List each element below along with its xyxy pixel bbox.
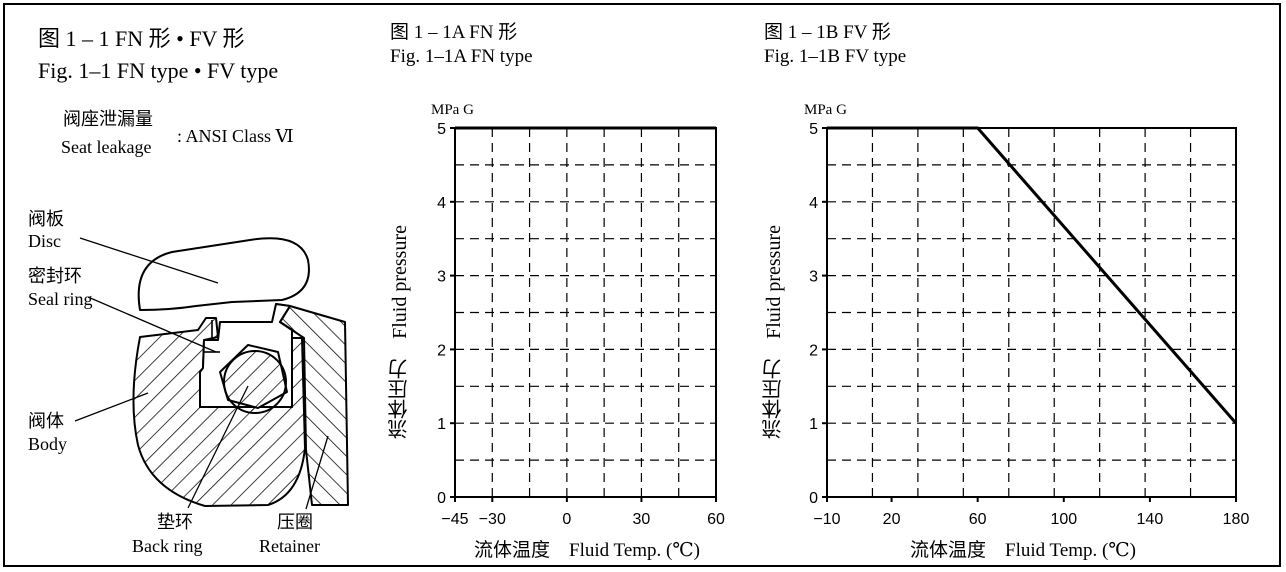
back-ring-leader-line [187,385,249,509]
disc-leader-line [79,237,219,284]
chart-a-unit: MPa G [431,102,474,118]
figure-frame [3,3,1281,567]
chart-a-xlabel-en: Fluid Temp. (℃) [569,540,700,561]
chart-a-ytick-label: 0 [437,490,446,507]
disc-label-cn: 阀板 [28,209,64,229]
seal-ring-label-cn: 密封环 [28,266,82,286]
disc-label-en: Disc [28,231,61,251]
figure-title-en: Fig. 1–1 FN type • FV type [38,58,279,83]
seat-leakage-value: : ANSI Class Ⅵ [177,126,294,146]
back-ring-section [223,350,287,414]
retainer-leader-line [305,435,329,510]
chart-a-xlabel-cn: 流体温度 [474,540,551,561]
retainer-label-en: Retainer [259,536,320,556]
chart-a-xtick-label: −45 [441,511,468,528]
chart-a-title-en: Fig. 1–1A FN type [390,46,533,67]
chart-b-xtick-label: 100 [1050,511,1077,528]
chart-b-title-en: Fig. 1–1B FV type [764,46,907,67]
body-leader-line [74,392,149,422]
chart-b-xlabel-en: Fluid Temp. (℃) [1005,540,1136,561]
chart-a-xtick-label: 60 [707,511,725,528]
seal-ring-label-en: Seal ring [28,289,93,309]
chart-b-xtick-label: 60 [969,511,987,528]
chart-b-unit: MPa G [804,102,847,118]
chart-b-ytick-label: 0 [809,490,818,507]
chart-b-ytick-label: 4 [809,195,818,212]
disc-section [137,237,310,311]
chart-b-xlabel-cn: 流体温度 [910,540,987,561]
chart-a-xtick-label: 0 [562,511,571,528]
chart-b-series-line [827,126,1238,425]
seat-leakage-label-cn: 阀座泄漏量 [63,109,153,129]
chart-b-xtick-label: −10 [813,511,840,528]
seat-leakage-label-en: Seat leakage [61,137,152,157]
chart-a-ytick-label: 4 [437,195,446,212]
chart-b-ytick-label: 1 [809,416,818,433]
back-ring-label-en: Back ring [132,536,203,556]
chart-a-xtick-label: 30 [633,511,651,528]
chart-b-xtick-label: 20 [883,511,901,528]
chart-b-frame [826,127,1237,498]
chart-b-xtick-label: 180 [1223,511,1250,528]
body-label-en: Body [28,434,68,454]
chart-b-ytick-label: 3 [809,269,818,286]
chart-a-ytick-label: 2 [437,342,446,359]
back-ring-label-cn: 垫环 [157,512,193,532]
chart-a-xtick-label: −30 [479,511,506,528]
chart-b-xlabel: 流体温度 Fluid Temp. (℃) [910,541,1136,560]
figure-title-cn: 图 1 – 1 FN 形 • FV 形 [38,26,245,51]
chart-a-title-cn: 图 1 – 1A FN 形 [390,22,518,43]
chart-b-title-cn: 图 1 – 1B FV 形 [764,22,891,43]
chart-a-xlabel: 流体温度 Fluid Temp. (℃) [474,541,700,560]
chart-b-ytick-label: 2 [809,342,818,359]
retainer-label-cn: 压圈 [277,512,313,532]
retainer-section [279,305,349,506]
chart-a-ytick-label: 3 [437,269,446,286]
body-label-cn: 阀体 [28,411,64,431]
chart-a-ytick-label: 5 [437,121,446,138]
chart-b-ytick-label: 5 [809,121,818,138]
chart-a-ytick-label: 1 [437,416,446,433]
chart-b-xtick-label: 140 [1137,511,1164,528]
seal-ring-leader-line [87,296,217,353]
